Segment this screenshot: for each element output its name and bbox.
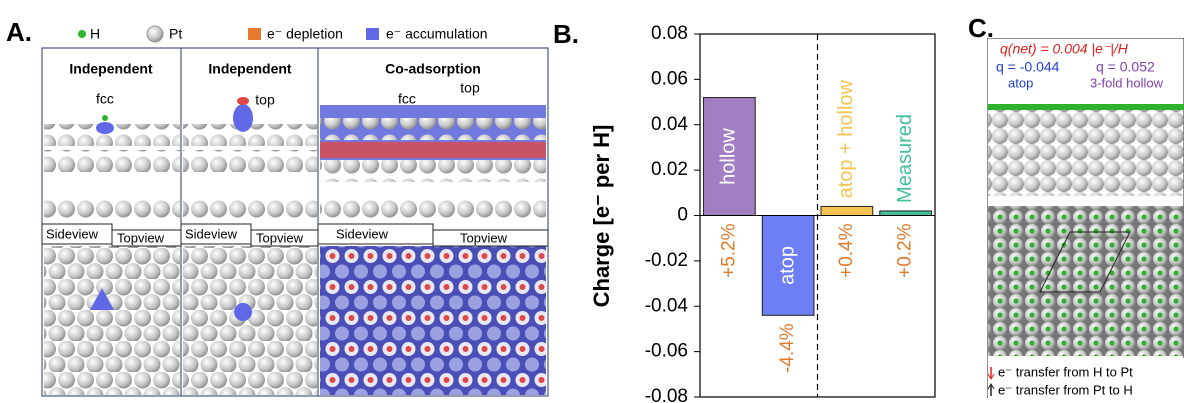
atoms [183, 246, 317, 395]
view-label: Sideview [185, 226, 238, 241]
value-label: -4.4% [777, 323, 798, 373]
view-label: Topview [460, 230, 508, 245]
legend-label: e⁻ transfer from H to Pt [998, 364, 1133, 379]
h-atom [102, 115, 108, 121]
legend-swatch [78, 30, 86, 38]
panel-a: A. H Pt e⁻ depletion e⁻ accumulation [6, 17, 548, 396]
atoms [320, 160, 546, 182]
value-label: +0.4% [836, 223, 857, 278]
view-label: Topview [117, 230, 165, 245]
atoms [44, 150, 180, 172]
column-header: Independent [208, 61, 292, 77]
column-header: Independent [69, 61, 153, 77]
view-label: Topview [256, 230, 304, 245]
panel-label: A. [6, 17, 32, 47]
panel-b: B. Charge [e⁻ per H] -0.08 -0.06 -0.04 -0.0… [553, 19, 935, 403]
charge: q = -0.044 [996, 59, 1060, 75]
figure: A. H Pt e⁻ depletion e⁻ accumulation [0, 0, 1184, 403]
atoms [183, 196, 317, 218]
y-axis-title: Charge [e⁻ per H] [589, 125, 614, 308]
y-tick-label: -0.08 [645, 386, 688, 403]
atoms [320, 196, 546, 218]
y-tick-label: 0.02 [651, 159, 688, 180]
site-label: atop [1008, 75, 1033, 90]
site-label: fcc [398, 91, 416, 107]
category-label: Measured [894, 114, 916, 203]
bar [880, 211, 932, 216]
charge: q = 0.052 [1096, 59, 1155, 75]
y-tick-label: 0.04 [651, 114, 688, 135]
legend-label: H [90, 26, 100, 42]
legend-swatch [366, 28, 379, 40]
legend-label: e⁻ transfer from Pt to H [998, 382, 1133, 397]
y-tick-label: -0.02 [645, 250, 688, 271]
site-label: 3-fold hollow [1090, 75, 1164, 90]
atoms [988, 108, 1184, 196]
value-label: +5.2% [718, 223, 739, 278]
density [237, 97, 249, 105]
category-label: atop + hollow [835, 79, 857, 198]
atoms [183, 150, 317, 172]
category-label: hollow [718, 128, 740, 185]
density [233, 104, 253, 132]
y-tick-label: 0.06 [651, 68, 688, 89]
legend-label: e⁻ depletion [267, 26, 343, 42]
density [320, 142, 546, 158]
panel-c: C. q(net) = 0.004 |e⁻|/H q = -0.044 q = … [968, 13, 1184, 398]
bar [821, 206, 873, 215]
legend-label: e⁻ accumulation [386, 26, 488, 42]
view-label: Sideview [46, 226, 99, 241]
atoms [44, 246, 180, 395]
legend-swatch [147, 26, 163, 42]
view-label: Sideview [336, 226, 389, 241]
y-tick-label: 0 [677, 205, 688, 226]
column-header: Co-adsorption [385, 61, 481, 77]
legend-label: Pt [169, 26, 182, 42]
net-charge: q(net) = 0.004 |e⁻|/H [1000, 41, 1129, 57]
density [96, 122, 114, 134]
y-tick-label: 0.08 [651, 23, 688, 44]
site-label: fcc [96, 91, 114, 107]
atoms [320, 246, 546, 395]
y-tick-label: -0.04 [645, 295, 689, 316]
value-label: +0.2% [895, 223, 916, 278]
legend-swatch [248, 28, 261, 40]
density [234, 303, 252, 321]
site-label: top [255, 92, 275, 108]
atoms [44, 196, 180, 218]
h-layer [988, 104, 1184, 110]
panel-label: B. [553, 19, 579, 49]
y-tick-label: -0.06 [645, 341, 688, 362]
category-label: atop [776, 246, 798, 285]
site-label: top [460, 80, 480, 96]
atoms [988, 206, 1184, 356]
atoms [320, 118, 546, 140]
